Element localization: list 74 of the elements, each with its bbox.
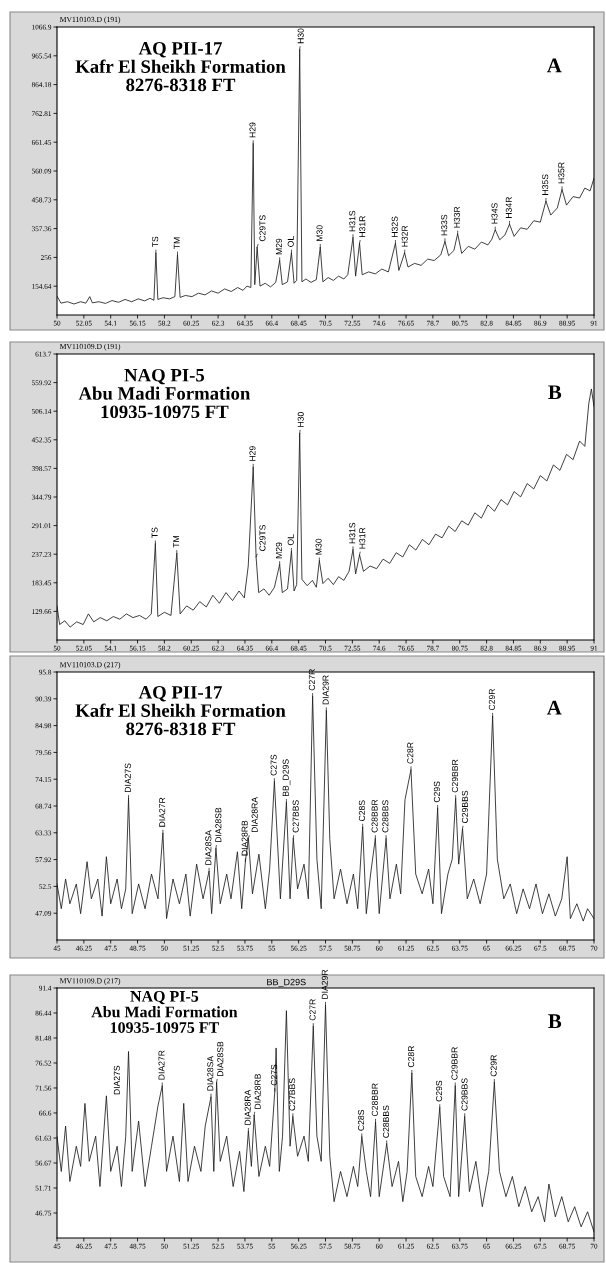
annotation: C28BBR <box>371 1083 378 1117</box>
annotation: H31R <box>359 527 366 549</box>
annotation: C29TS <box>259 525 266 551</box>
annotation: H35R <box>558 162 565 184</box>
annotation: C28S <box>358 1109 365 1131</box>
annotation: H29 <box>249 446 256 461</box>
annotation: H31R <box>359 216 366 237</box>
annotation: C28S <box>358 800 365 821</box>
annotation: M29 <box>275 238 282 255</box>
annotation: H29 <box>249 122 256 138</box>
annotation: C28BBR <box>371 799 378 833</box>
annotation: B <box>548 385 562 400</box>
annotation: DIA28SB <box>215 807 222 843</box>
annotation: DIA28RB <box>241 820 248 856</box>
annotation: OL <box>287 236 294 247</box>
text: BB_D29S <box>267 978 306 987</box>
annotation: C29S <box>435 1080 443 1102</box>
annotation: H30 <box>297 412 304 427</box>
annotation: H33S <box>441 214 448 236</box>
annotation: H35S <box>542 174 549 195</box>
annotation: H31S <box>349 522 356 544</box>
annotation: C28R <box>407 742 414 764</box>
annotation: TM <box>173 237 180 250</box>
text: AQ PII-17 Kafr El Sheikh Formation 8276-8318 FT <box>75 685 286 736</box>
annotation: C28R <box>408 1045 415 1068</box>
annotation: C27BBS <box>292 800 299 833</box>
annotation: C27R <box>309 999 316 1021</box>
annotation: C27S <box>271 1064 278 1086</box>
annotation: DIA28SA <box>207 1055 214 1091</box>
annotation: DIA28SB <box>217 1041 224 1076</box>
annotation: DIA29R <box>321 969 328 999</box>
annotation: C28BBS <box>382 1105 390 1138</box>
annotation: C28BBS <box>382 800 389 833</box>
annotation: C29R <box>488 688 495 711</box>
annotation: BB_D29S <box>282 759 291 796</box>
annotation: OL <box>287 534 294 546</box>
annotation: H34R <box>505 196 512 218</box>
annotation: DIA27R <box>159 797 166 827</box>
annotation: C29S <box>433 781 440 803</box>
annotation: C29R <box>490 1055 497 1077</box>
annotation: C27BBS <box>289 1078 296 1111</box>
annotation: C29BBR <box>451 759 458 793</box>
annotation: TM <box>173 535 180 548</box>
annotation: DIA27S <box>124 763 131 793</box>
annotation: M30 <box>315 538 322 555</box>
annotation: C29BBS <box>461 1078 468 1111</box>
annotation: DIA29R <box>322 675 329 705</box>
text: NAQ PI-5 Abu Madi Formation 10935-10975 FT <box>91 991 238 1033</box>
text: NAQ PI-5 Abu Madi Formation 10935-10975 FT <box>78 368 251 419</box>
annotation: M30 <box>316 225 323 241</box>
annotation: A <box>546 58 562 73</box>
annotation: H31S <box>349 210 356 232</box>
annotation: C27S <box>270 754 277 776</box>
annotation: B <box>548 1014 562 1029</box>
annotation: H32R <box>401 225 408 247</box>
annotation: DIA28RA <box>244 1089 251 1125</box>
annotation: C27R <box>308 669 315 691</box>
text: AQ PII-17 Kafr El Sheikh Formation 8276-8318 FT <box>75 41 286 92</box>
annotation: DIA28SA <box>205 830 212 865</box>
annotation: TS <box>152 236 159 248</box>
annotation: H32S <box>391 216 398 237</box>
annotation: M29 <box>275 542 282 559</box>
annotation: DIA27S <box>113 1065 120 1095</box>
annotation: DIA28RA <box>251 796 258 833</box>
annotation: TS <box>151 527 158 538</box>
annotation: H34S <box>491 203 498 224</box>
annotation: DIA28RB <box>254 1073 261 1109</box>
annotation: C29BBR <box>451 1047 458 1080</box>
annotation: H33R <box>453 206 460 228</box>
annotation: H30 <box>297 28 304 44</box>
annotation: C29TS <box>259 215 266 242</box>
annotation: A <box>546 700 562 715</box>
annotation: C29BBS <box>461 790 468 823</box>
annotation: DIA27R <box>158 1050 165 1080</box>
